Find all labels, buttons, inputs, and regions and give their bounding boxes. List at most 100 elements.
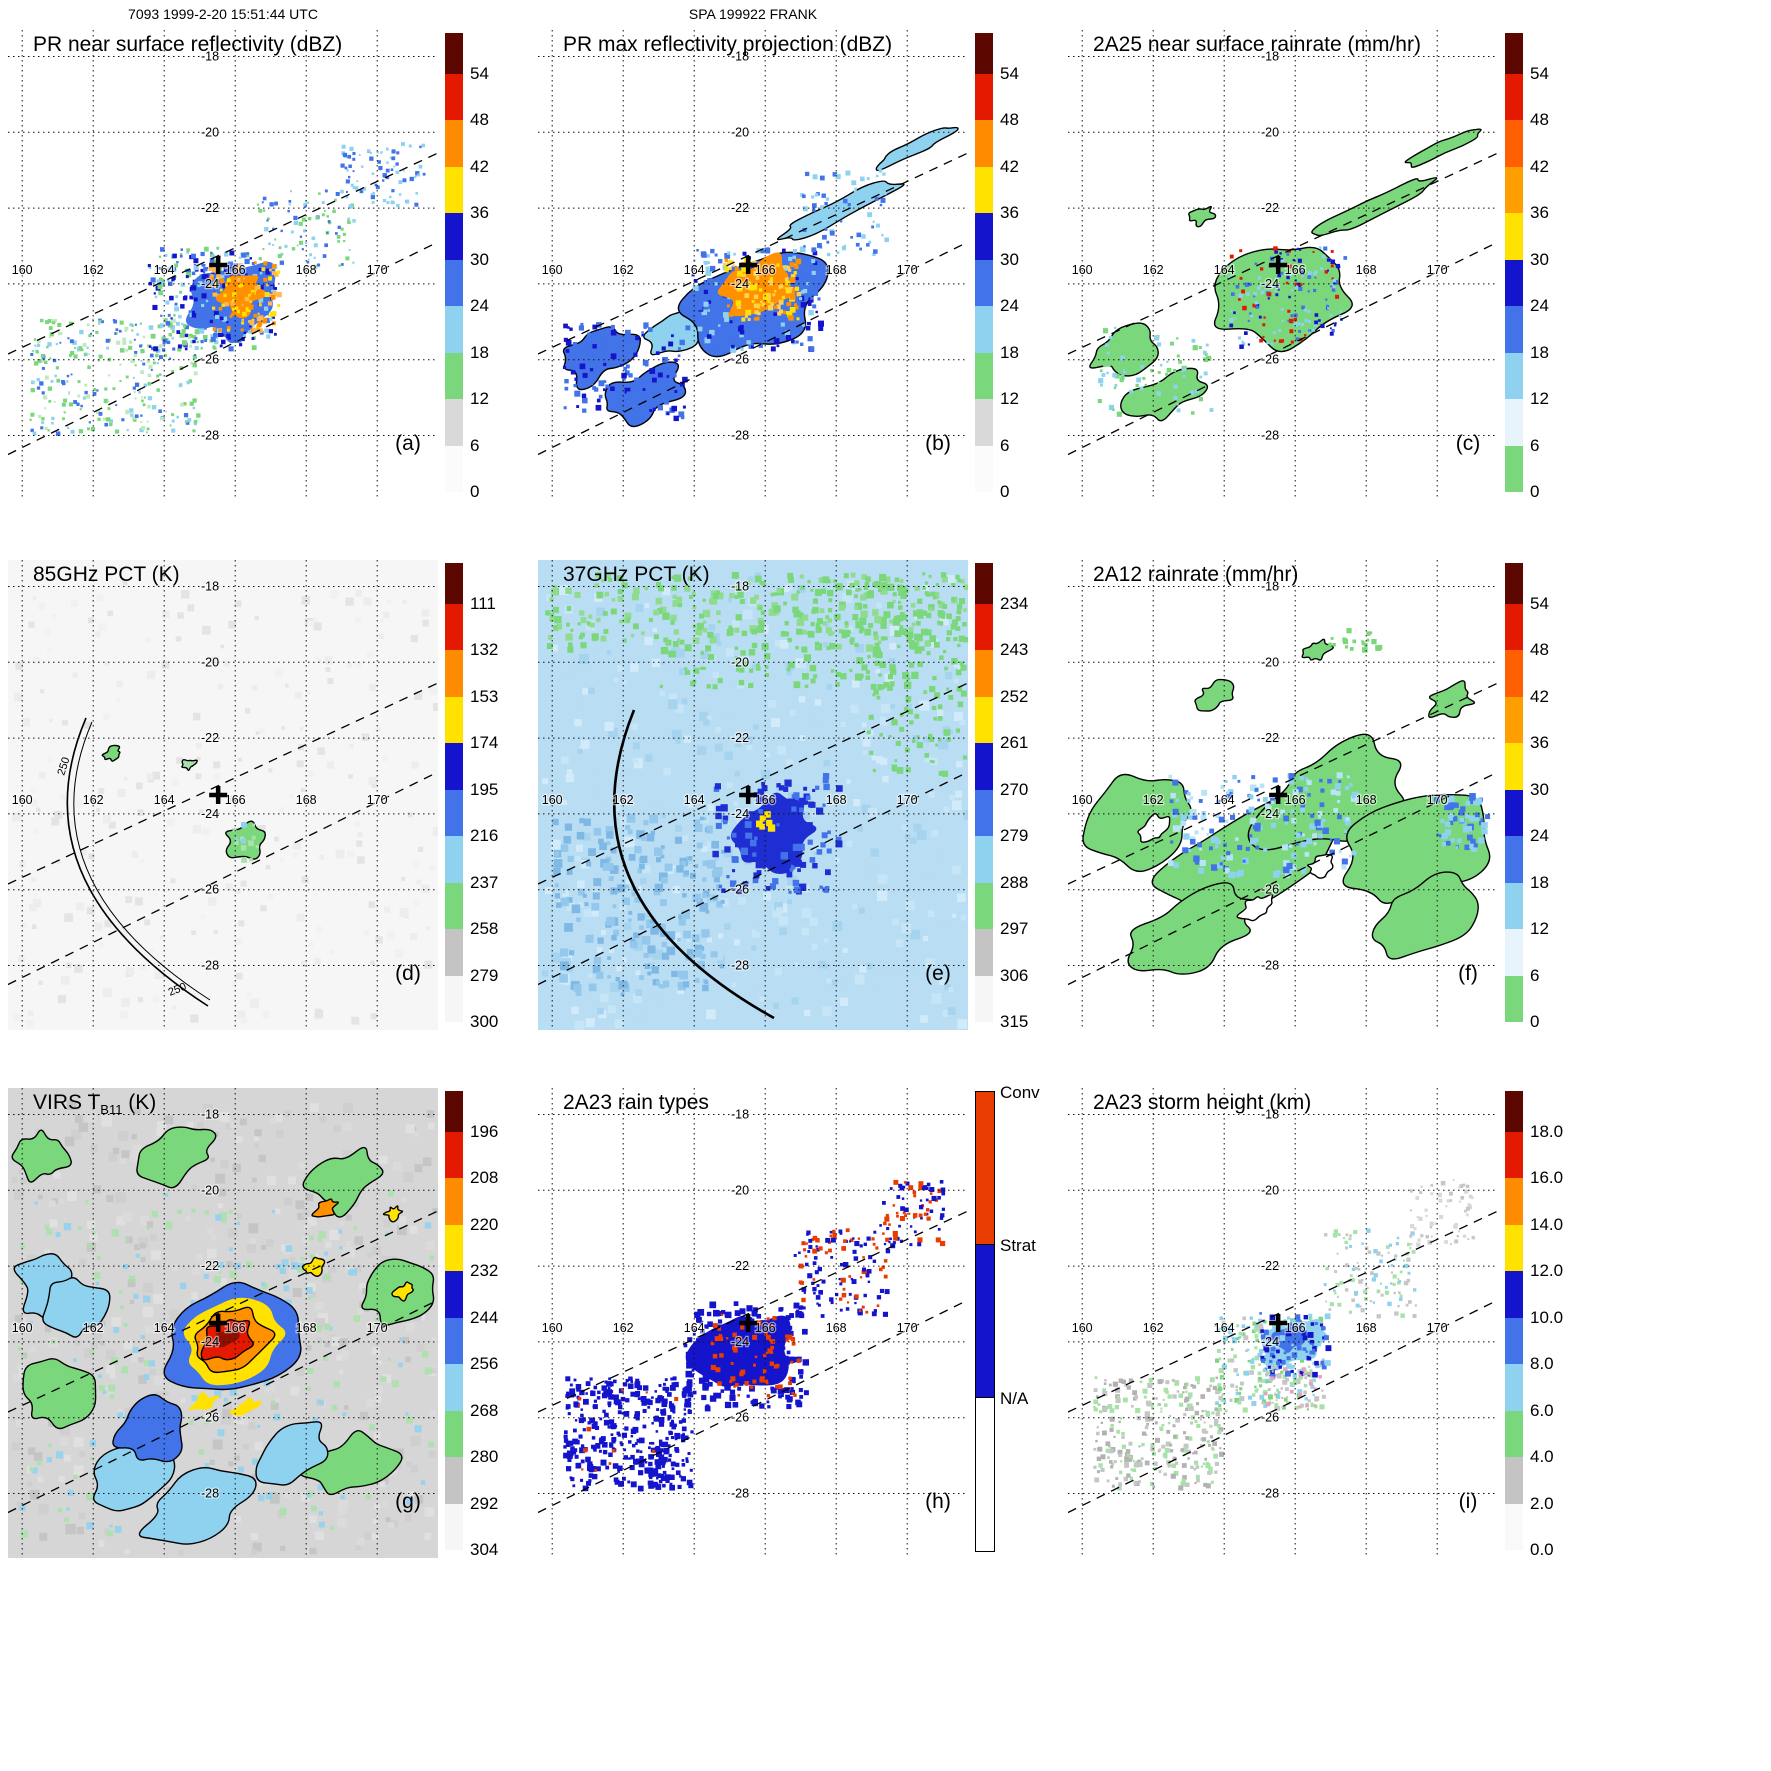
colorbar-tick-label: 54 bbox=[470, 64, 489, 83]
lon-label: 162 bbox=[83, 793, 104, 807]
colorbar-tick-label: 36 bbox=[470, 203, 489, 223]
rainband-streak bbox=[1311, 177, 1438, 237]
graticule-labels: 160 162 164 166 168 170 -18 -20 -22 -24 -26 -28 bbox=[1071, 48, 1449, 444]
storm-center-marker bbox=[209, 1313, 228, 1332]
lon-label: 164 bbox=[1214, 1321, 1235, 1335]
colorbar-tick-label: 42 bbox=[1530, 686, 1549, 706]
colorbar-a: 54 48 42 36 30 24 18 12 6 0 bbox=[445, 30, 538, 504]
colorbar-segment bbox=[975, 352, 993, 400]
speckle-field bbox=[866, 681, 967, 777]
colorbar-cap bbox=[445, 33, 463, 74]
lat-label: -22 bbox=[731, 201, 749, 215]
lat-label: -18 bbox=[201, 580, 219, 594]
colorbar-tick-label: 304 bbox=[470, 1540, 499, 1559]
data-blob bbox=[138, 1466, 257, 1545]
colorbar-tick-label: 24 bbox=[1000, 296, 1019, 316]
map-f: 160 162 164 166 168 170 -18 -20 -22 -24 -26 -28 bbox=[1068, 560, 1498, 1030]
speckle-field bbox=[879, 1179, 946, 1249]
lat-label: -22 bbox=[201, 731, 219, 745]
lat-label: -20 bbox=[201, 655, 219, 669]
colorbar-tick-label: 48 bbox=[1000, 110, 1019, 130]
colorbar-tick-label: 306 bbox=[1000, 965, 1029, 985]
colorbar-tick-label: 195 bbox=[470, 779, 499, 799]
lat-label: -28 bbox=[1261, 429, 1279, 443]
speckle-field bbox=[12, 578, 438, 1028]
lat-label: -18 bbox=[1261, 580, 1279, 594]
colorbar-segment bbox=[445, 1178, 463, 1226]
data-blob bbox=[181, 759, 198, 772]
lon-label: 162 bbox=[1143, 1321, 1164, 1335]
graticule-labels: 160 162 164 166 168 170 -18 -20 -22 -24 -26 -28 bbox=[1071, 1106, 1449, 1502]
graticule-labels: 160 162 164 166 168 170 -18 -20 -22 -24 -26 -28 bbox=[1071, 578, 1449, 974]
panel-title: 2A23 rain types bbox=[563, 1091, 709, 1114]
panel-letter: (d) bbox=[395, 962, 421, 985]
lon-label: 166 bbox=[755, 1321, 776, 1335]
lon-label: 160 bbox=[1072, 793, 1093, 807]
colorbar-i: 18.0 16.0 14.0 12.0 10.0 8.0 6.0 4.0 2.0 0.0 bbox=[1505, 1088, 1598, 1562]
colorbar-segment bbox=[1505, 1317, 1523, 1365]
colorbar-segment bbox=[1505, 74, 1523, 121]
panel-f: 160 162 164 166 168 170 -18 -20 -22 -24 -26 -28 2A1… bbox=[1068, 560, 1598, 1034]
colorbar-tick-label: 48 bbox=[1530, 640, 1549, 660]
lat-label: -24 bbox=[201, 277, 219, 291]
colorbar-segment bbox=[445, 836, 463, 884]
colorbar-segment bbox=[445, 1364, 463, 1412]
colorbar-tick-label: 18 bbox=[1530, 342, 1549, 362]
map-h: 160 162 164 166 168 170 -18 -20 -22 -24 -26 -28 bbox=[538, 1088, 968, 1558]
colorbar-tick-label: 48 bbox=[470, 110, 489, 130]
colorbar-tick-label: 36 bbox=[1000, 203, 1019, 223]
colorbar-h: Conv Strat N/A bbox=[975, 1084, 1068, 1562]
colorbar-segment bbox=[445, 1503, 463, 1551]
lat-label: -22 bbox=[201, 1259, 219, 1273]
colorbar-class-label: Conv bbox=[1000, 1083, 1040, 1102]
lon-label: 168 bbox=[1356, 793, 1377, 807]
panel-letter: (e) bbox=[925, 962, 951, 985]
lat-label: -22 bbox=[1261, 731, 1279, 745]
colorbar-tick-label: 6 bbox=[470, 435, 480, 455]
graticule-labels: 160 162 164 166 168 170 -18 -20 -22 -24 -26 -28 bbox=[11, 1106, 389, 1502]
colorbar-segment bbox=[1505, 743, 1523, 791]
map-data-layer bbox=[563, 1179, 946, 1492]
speckle-field bbox=[793, 1228, 891, 1318]
data-blob bbox=[311, 1198, 339, 1218]
lat-label: -26 bbox=[731, 883, 749, 897]
data-blob bbox=[1137, 813, 1171, 843]
colorbar-segment bbox=[1505, 1132, 1523, 1179]
colorbar-cap bbox=[975, 563, 993, 604]
storm-center-marker bbox=[739, 255, 758, 274]
lon-label: 162 bbox=[1143, 263, 1164, 277]
colorbar-segment bbox=[975, 929, 993, 977]
colorbar-tick-label: 16.0 bbox=[1530, 1168, 1564, 1188]
colorbar-tick-label: 12 bbox=[1530, 919, 1549, 939]
map-g: 160 162 164 166 168 170 -18 -20 -22 -24 -26 -28 bbox=[8, 1088, 438, 1558]
lon-label: 168 bbox=[296, 1321, 317, 1335]
colorbar-tick-label: 30 bbox=[470, 249, 489, 269]
colorbar-segment bbox=[975, 120, 993, 168]
lon-label: 164 bbox=[154, 1321, 175, 1335]
panel-letter: (g) bbox=[395, 1490, 421, 1513]
lat-label: -24 bbox=[731, 1335, 749, 1349]
speckle-field bbox=[710, 1313, 801, 1398]
colorbar-segment bbox=[445, 259, 463, 307]
rainband-streak bbox=[776, 180, 905, 241]
lat-label: -28 bbox=[201, 429, 219, 443]
colorbar-tick-label: 2.0 bbox=[1530, 1493, 1554, 1513]
data-blob bbox=[112, 1394, 183, 1463]
lon-label: 168 bbox=[826, 263, 847, 277]
graticule bbox=[8, 30, 438, 500]
colorbar-segment bbox=[1505, 306, 1523, 354]
data-blob bbox=[255, 1421, 329, 1486]
panel-title: VIRS TB11 (K) bbox=[33, 1091, 157, 1118]
data-blob bbox=[1428, 680, 1476, 719]
data-blob bbox=[604, 361, 687, 428]
speckle-field bbox=[756, 811, 776, 832]
panel-letter: (c) bbox=[1455, 432, 1481, 455]
lon-label: 164 bbox=[684, 263, 705, 277]
colorbar-tick-label: 30 bbox=[1000, 249, 1019, 269]
panel-letter: (i) bbox=[1458, 1490, 1478, 1513]
speckle-field bbox=[340, 142, 426, 208]
colorbar-tick-label: 18 bbox=[1000, 342, 1019, 362]
lon-label: 166 bbox=[225, 1321, 246, 1335]
colorbar-tick-label: 54 bbox=[1000, 64, 1019, 83]
lon-label: 160 bbox=[12, 263, 33, 277]
